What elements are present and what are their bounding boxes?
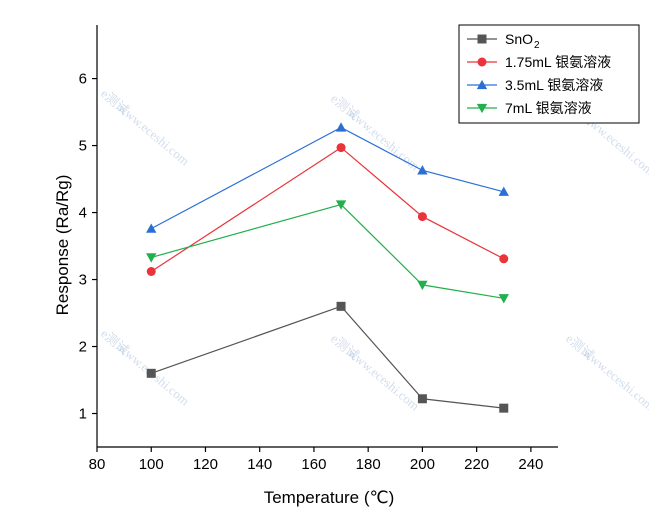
legend-marker — [477, 34, 487, 44]
x-tick-label: 140 — [247, 456, 272, 473]
y-tick-label: 2 — [79, 339, 87, 356]
x-tick-label: 200 — [410, 456, 435, 473]
legend-box — [458, 24, 640, 124]
y-tick-label: 5 — [79, 138, 87, 155]
data-point — [336, 301, 346, 311]
y-tick-label: 3 — [79, 272, 87, 289]
data-point — [146, 223, 157, 233]
data-point — [335, 200, 347, 210]
x-tick-label: 180 — [356, 456, 381, 473]
data-point — [498, 294, 509, 304]
series-3 — [146, 200, 509, 304]
x-axis-label: Temperature (℃) — [264, 488, 395, 507]
series-2 — [146, 122, 509, 233]
x-tick-label: 220 — [464, 456, 489, 473]
legend-label: SnO — [505, 31, 533, 47]
data-point — [146, 267, 156, 277]
y-axis-label: Response (Ra/Rg) — [53, 175, 72, 316]
series-line-1 — [150, 146, 505, 273]
watermark-url: www.eceshi.com — [115, 100, 193, 168]
data-point — [498, 186, 509, 196]
legend-marker — [476, 103, 488, 114]
data-point — [146, 253, 157, 263]
axes: 80 100 120 140 160 180 200 220 240 1 2 3 4 5 6 — [79, 25, 558, 473]
series-line-3 — [151, 203, 504, 299]
legend-label: 7mL 银氨溶液 — [505, 100, 592, 116]
data-point — [335, 122, 347, 132]
x-tick-label: 160 — [301, 456, 326, 473]
legend-marker — [477, 57, 487, 67]
data-point — [499, 403, 509, 413]
series-layer — [146, 122, 509, 413]
legend-label: 3.5mL 银氨溶液 — [505, 77, 603, 93]
data-point — [417, 280, 428, 291]
x-tick-label: 120 — [193, 456, 218, 473]
y-tick-label: 4 — [79, 205, 87, 222]
data-point — [499, 254, 509, 264]
legend-marker — [476, 79, 488, 90]
x-tick-label: 240 — [518, 456, 543, 473]
legend-label-subscript: 2 — [534, 40, 540, 51]
x-tick-label: 80 — [89, 456, 106, 473]
data-point — [336, 143, 346, 153]
watermark-url: www.eceshi.com — [345, 105, 423, 173]
y-tick-label: 6 — [79, 71, 87, 88]
y-tick-label: 1 — [79, 406, 87, 423]
series-line-2 — [150, 126, 504, 230]
series-line-0 — [151, 305, 504, 409]
data-point — [146, 368, 156, 378]
data-point — [417, 394, 427, 404]
data-point — [417, 165, 428, 175]
legend-label: 1.75mL 银氨溶液 — [505, 54, 611, 70]
legend: SnO 2 1.75mL 银氨溶液 3.5mL 银氨溶液 7mL 银氨溶液 — [458, 24, 640, 124]
series-0 — [146, 301, 509, 413]
watermark-url: www.eceshi.com — [580, 345, 649, 413]
series-1 — [146, 143, 509, 277]
x-tick-label: 100 — [139, 456, 164, 473]
data-point — [417, 212, 427, 222]
